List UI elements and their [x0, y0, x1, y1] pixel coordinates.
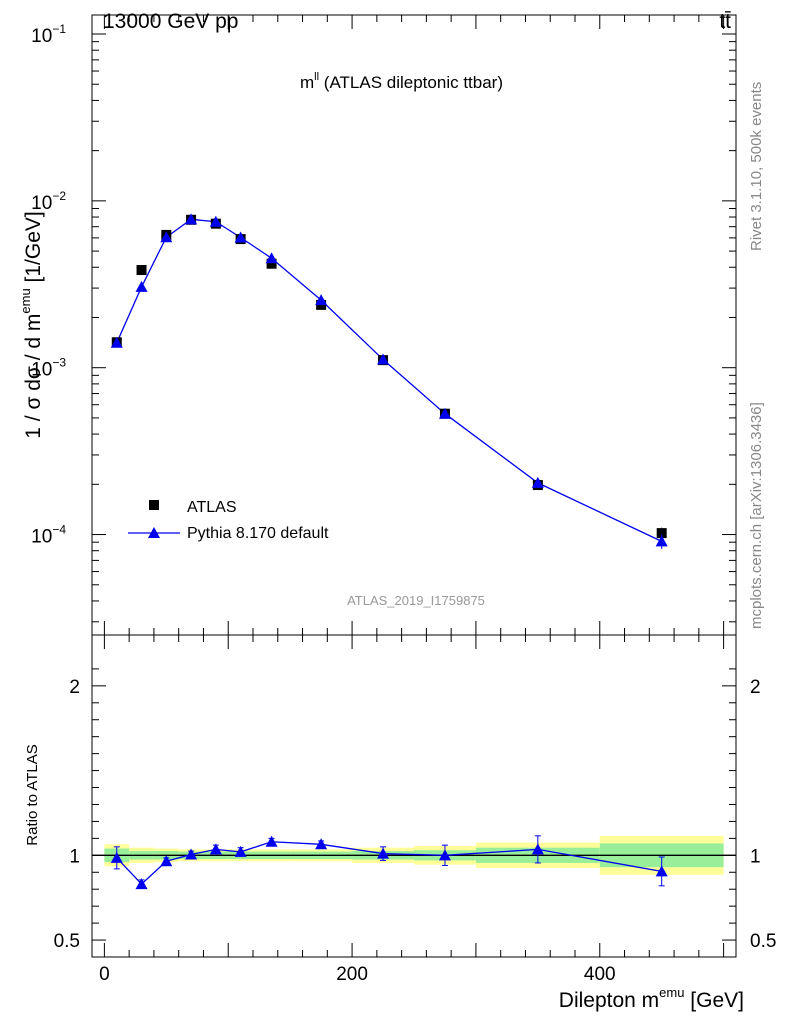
mc-point	[234, 231, 247, 243]
mc-point	[531, 476, 544, 488]
mc-point	[110, 336, 123, 348]
plot-title-rest: (ATLAS dileptonic ttbar)	[319, 73, 503, 92]
mc-point	[377, 353, 390, 365]
ratio-point	[655, 865, 668, 877]
ratio-point	[315, 838, 328, 850]
source-label: mcplots.cern.ch [arXiv:1306.3436]	[748, 402, 765, 629]
ratio-point	[234, 845, 247, 857]
y-tick-label-exp: −4	[52, 523, 66, 537]
ratio-point	[438, 849, 451, 861]
ratio-point	[135, 878, 148, 890]
plot-title-sup: ll	[314, 71, 319, 83]
ratio-plot: 0.5 0.5 1 1 2 2 0 200 400 Ratio to ATLAS	[24, 634, 776, 985]
ratio-point	[110, 851, 123, 863]
ratio-y-axis-title: Ratio to ATLAS	[24, 744, 41, 845]
ratio-y-tick-label: 2	[69, 677, 80, 698]
rivet-label: Rivet 3.1.10, 500k events	[748, 82, 765, 251]
ratio-plot-ticks: 0.5 0.5 1 1 2 2 0 200 400	[54, 635, 776, 985]
main-plot-frame	[91, 14, 737, 636]
x-tick-label: 200	[336, 964, 368, 985]
y-tick-label-base: 10	[31, 527, 52, 548]
legend-mc-marker	[148, 527, 160, 538]
ratio-point	[531, 843, 544, 855]
y-tick-label: 10−3	[31, 356, 66, 381]
y-tick-label: 10−4	[31, 523, 66, 548]
legend-data-marker	[149, 500, 159, 510]
plot-title: mll (ATLAS dileptonic ttbar)	[300, 71, 503, 92]
x-tick-label: 400	[584, 964, 616, 985]
ratio-plot-frame	[91, 634, 737, 958]
ratio-point	[185, 848, 198, 860]
mc-point	[438, 407, 451, 419]
y-tick-label-base: 10	[31, 360, 52, 381]
ratio-plot-series	[110, 835, 668, 890]
mc-point	[209, 215, 222, 227]
y-tick-label: 10−1	[31, 22, 66, 47]
y-tick-label-exp: −2	[52, 189, 66, 203]
ratio-point	[377, 847, 390, 859]
y-tick-label-base: 10	[31, 26, 52, 47]
main-plot-ticks: 10−410−310−210−1	[31, 15, 736, 635]
y-tick-label: 10−2	[31, 189, 66, 214]
main-plot: 10−410−310−210−1 mll (ATLAS dileptonic t…	[18, 14, 737, 636]
x-axis-title: Dilepton memu [GeV]	[559, 985, 744, 1012]
y-tick-label-base: 10	[31, 193, 52, 214]
ratio-y-tick-label-right: 2	[750, 677, 761, 698]
ratio-y-tick-label: 0.5	[54, 931, 80, 952]
mc-point	[655, 535, 668, 547]
ratio-y-tick-label-right: 1	[750, 846, 761, 867]
y-tick-label-exp: −1	[52, 22, 66, 36]
ratio-point	[209, 843, 222, 855]
legend-mc-label: Pythia 8.170 default	[187, 525, 329, 542]
x-tick-label: 0	[99, 964, 110, 985]
ratio-point	[160, 855, 173, 867]
y-tick-label-exp: −3	[52, 356, 66, 370]
main-plot-series	[110, 213, 668, 549]
mc-point	[185, 213, 198, 225]
mc-point	[315, 294, 328, 306]
ratio-y-tick-label-right: 0.5	[750, 931, 776, 952]
legend-data-label: ATLAS	[187, 499, 237, 516]
mc-point	[135, 280, 148, 292]
ratio-point	[265, 835, 278, 847]
ratio-y-tick-label: 1	[69, 846, 80, 867]
process-label: tt̄	[719, 10, 731, 33]
data-point	[266, 258, 277, 269]
legend: ATLAS Pythia 8.170 default	[128, 499, 329, 542]
main-y-axis-title: 1 / σ dσ / d memu [1/GeV]	[18, 211, 45, 438]
data-point	[656, 528, 667, 539]
mc-point	[160, 231, 173, 243]
plot-title-main: m	[300, 73, 314, 92]
data-point	[136, 265, 147, 276]
mc-series-line	[116, 218, 662, 542]
analysis-id: ATLAS_2019_I1759875	[347, 593, 485, 608]
mc-point	[265, 252, 278, 264]
energy-label: 13000 GeV pp	[103, 10, 238, 33]
